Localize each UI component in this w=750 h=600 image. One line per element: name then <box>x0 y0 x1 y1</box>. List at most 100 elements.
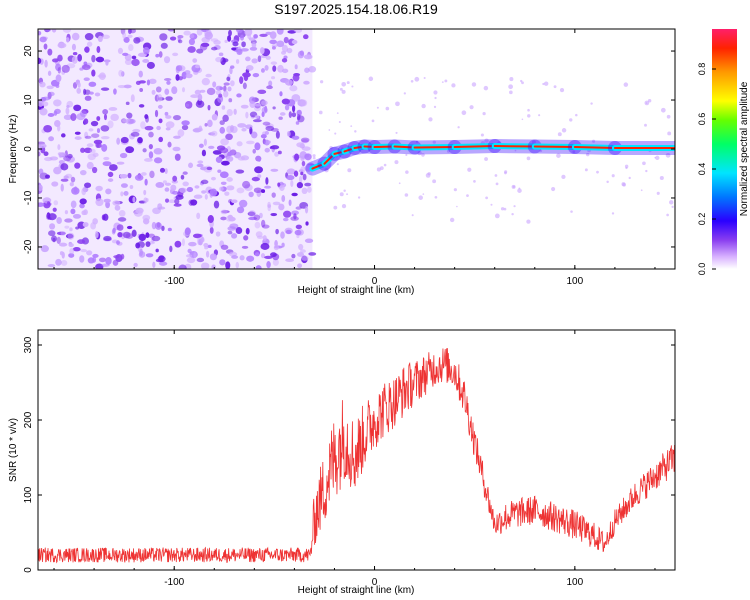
noise-blob <box>243 235 249 241</box>
noise-blob <box>288 199 292 206</box>
noise-blob <box>226 109 233 117</box>
noise-blob <box>273 245 279 251</box>
noise-blob <box>167 29 175 32</box>
noise-blob <box>257 89 267 95</box>
noise-blob <box>246 140 255 145</box>
noise-blob <box>220 181 227 185</box>
noise-blob <box>73 186 78 194</box>
sparse-noise-point <box>551 186 556 192</box>
noise-blob <box>122 52 129 56</box>
noise-blob <box>153 157 163 164</box>
noise-blob <box>120 183 128 188</box>
noise-blob <box>129 184 134 190</box>
noise-blob <box>103 198 111 203</box>
noise-blob <box>261 219 266 228</box>
sparse-noise-point <box>511 212 514 216</box>
sparse-noise-point <box>385 106 390 111</box>
noise-blob <box>240 104 249 109</box>
noise-blob <box>163 77 172 82</box>
noise-blob <box>300 137 310 143</box>
noise-blob <box>260 134 267 139</box>
sparse-noise-point <box>521 81 524 85</box>
noise-blob <box>199 43 208 51</box>
noise-blob <box>72 213 82 219</box>
noise-blob <box>271 76 276 80</box>
noise-blob <box>275 130 280 139</box>
noise-blob <box>120 253 125 260</box>
sparse-noise-point <box>461 110 467 116</box>
sparse-noise-point <box>494 174 498 177</box>
sparse-noise-point <box>526 219 531 224</box>
noise-blob <box>57 67 61 74</box>
noise-blob <box>226 125 234 134</box>
noise-blob <box>200 179 209 185</box>
noise-blob <box>253 103 262 112</box>
noise-blob <box>144 158 153 162</box>
sparse-noise-point <box>414 76 420 82</box>
noise-blob <box>125 101 130 106</box>
noise-blob <box>137 136 143 144</box>
noise-blob <box>172 52 179 57</box>
noise-blob <box>53 110 58 116</box>
sparse-noise-point <box>318 110 323 115</box>
noise-blob <box>105 60 109 66</box>
noise-blob <box>46 85 54 90</box>
noise-blob <box>173 203 182 207</box>
noise-blob <box>255 231 263 238</box>
noise-blob <box>260 253 266 259</box>
noise-blob <box>89 148 96 154</box>
noise-blob <box>186 257 196 264</box>
sparse-noise-point <box>584 168 588 172</box>
noise-blob <box>304 67 310 73</box>
noise-blob <box>235 59 240 64</box>
noise-blob <box>114 205 121 211</box>
noise-blob <box>297 50 305 59</box>
ridge-core <box>573 146 616 150</box>
noise-blob <box>226 177 233 182</box>
noise-blob <box>73 104 82 112</box>
noise-blob <box>57 42 67 49</box>
noise-blob <box>251 176 260 182</box>
noise-blob <box>290 179 294 188</box>
noise-blob <box>65 107 70 115</box>
noise-blob <box>127 34 133 38</box>
noise-blob <box>220 209 228 215</box>
noise-blob <box>261 189 266 194</box>
noise-blob <box>38 184 43 192</box>
noise-blob <box>269 31 277 40</box>
noise-blob <box>135 80 141 86</box>
chart-title: S197.2025.154.18.06.R19 <box>274 1 438 17</box>
snr-series-line <box>38 348 675 564</box>
noise-blob <box>134 174 144 181</box>
noise-blob <box>151 235 161 242</box>
sparse-noise-point <box>368 76 374 82</box>
noise-blob <box>155 248 159 253</box>
noise-blob <box>164 182 172 186</box>
noise-blob <box>187 248 192 254</box>
noise-blob <box>70 208 76 215</box>
sparse-noise-point <box>556 153 561 158</box>
sparse-noise-point <box>500 207 505 211</box>
sparse-noise-point <box>434 195 438 199</box>
noise-blob <box>120 136 129 144</box>
sparse-noise-point <box>432 140 436 144</box>
sparse-noise-point <box>422 193 425 195</box>
sparse-noise-point <box>628 176 631 180</box>
noise-blob <box>61 133 66 138</box>
noise-blob <box>116 137 121 145</box>
noise-blob <box>120 191 124 197</box>
sparse-noise-point <box>660 107 666 113</box>
noise-blob <box>47 113 55 117</box>
noise-blob <box>112 259 119 266</box>
noise-blob <box>153 147 163 155</box>
noise-blob <box>145 253 154 258</box>
noise-blob <box>209 226 214 234</box>
noise-blob <box>142 148 147 153</box>
noise-blob <box>174 153 181 161</box>
noise-blob <box>295 224 302 230</box>
noise-blob <box>132 128 141 133</box>
noise-blob <box>272 201 281 206</box>
sparse-noise-point <box>432 179 437 184</box>
noise-blob <box>84 46 90 53</box>
